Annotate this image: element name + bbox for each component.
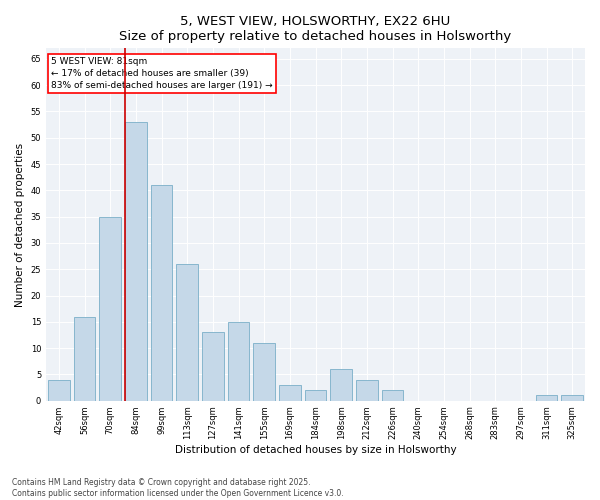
- Bar: [356, 380, 378, 400]
- Y-axis label: Number of detached properties: Number of detached properties: [15, 142, 25, 306]
- Text: 5 WEST VIEW: 81sqm
← 17% of detached houses are smaller (39)
83% of semi-detache: 5 WEST VIEW: 81sqm ← 17% of detached hou…: [52, 57, 273, 90]
- Title: 5, WEST VIEW, HOLSWORTHY, EX22 6HU
Size of property relative to detached houses : 5, WEST VIEW, HOLSWORTHY, EX22 6HU Size …: [119, 15, 512, 43]
- Bar: [176, 264, 198, 400]
- Bar: [151, 185, 172, 400]
- Bar: [99, 216, 121, 400]
- Bar: [253, 343, 275, 400]
- Bar: [125, 122, 147, 400]
- Bar: [48, 380, 70, 400]
- Bar: [74, 316, 95, 400]
- Bar: [330, 369, 352, 400]
- Bar: [536, 396, 557, 400]
- Bar: [382, 390, 403, 400]
- Bar: [561, 396, 583, 400]
- Bar: [227, 322, 250, 400]
- Bar: [305, 390, 326, 400]
- Text: Contains HM Land Registry data © Crown copyright and database right 2025.
Contai: Contains HM Land Registry data © Crown c…: [12, 478, 344, 498]
- Bar: [279, 385, 301, 400]
- Bar: [202, 332, 224, 400]
- X-axis label: Distribution of detached houses by size in Holsworthy: Distribution of detached houses by size …: [175, 445, 457, 455]
